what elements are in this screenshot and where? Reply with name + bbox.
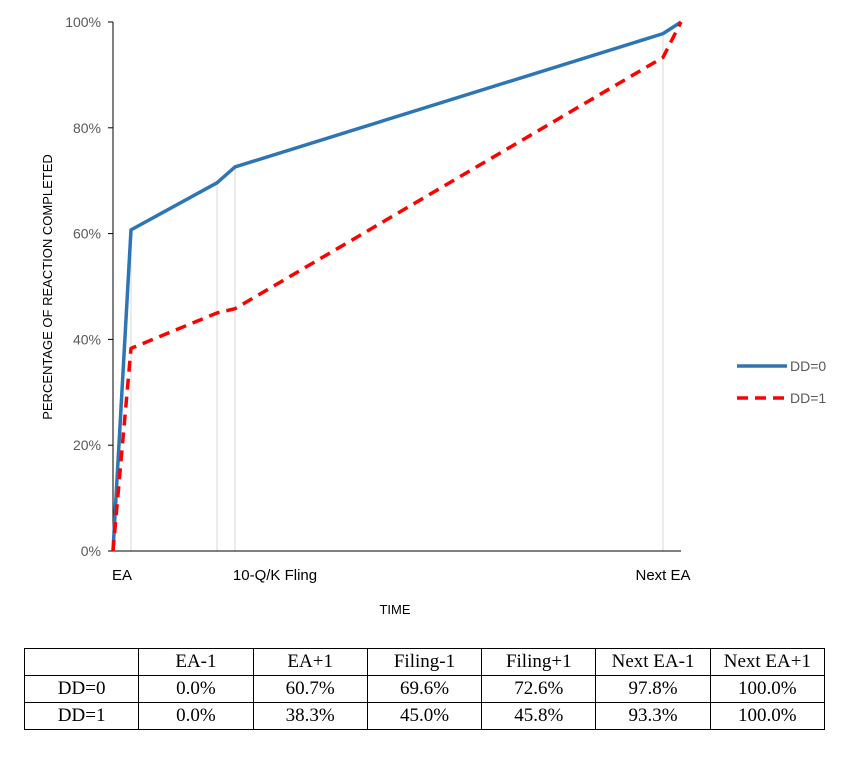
table-cell: 45.0%: [366, 702, 483, 730]
axes: [112, 22, 681, 552]
x-tick-label: EA: [112, 567, 132, 584]
series-lines: [111, 20, 683, 552]
y-tick-label: 20%: [73, 437, 101, 453]
legend-label: DD=1: [790, 390, 826, 406]
table-header-cell: Next EA+1: [709, 648, 826, 676]
y-tick-label: 0%: [81, 543, 101, 559]
x-tick-label: Next EA: [635, 567, 690, 584]
legend-label: DD=0: [790, 358, 826, 374]
y-axis-ticks: 0% 20% 40% 60% 80% 100%: [65, 14, 113, 559]
table-header-cell: Next EA-1: [595, 648, 711, 676]
x-axis-labels: EA 10-Q/K Fling Next EA: [112, 567, 691, 584]
series-line-dd-1: [111, 21, 683, 552]
table-cell: 100.0%: [709, 675, 826, 703]
table-cell: 97.8%: [595, 675, 711, 703]
table-cell: 45.8%: [481, 702, 597, 730]
table-row-label: DD=0: [23, 675, 140, 703]
table-header-cell: Filing-1: [366, 648, 483, 676]
y-tick-label: 60%: [73, 226, 101, 242]
table-cell: 93.3%: [595, 702, 711, 730]
event-guide-lines: [130, 33, 664, 551]
table-cell: 100.0%: [709, 702, 826, 730]
line-chart: 0% 20% 40% 60% 80% 100% EA 10-Q/K Fling Next EA…: [40, 14, 826, 617]
x-tick-label: 10-Q/K Fling: [233, 567, 317, 584]
y-tick-label: 80%: [73, 120, 101, 136]
legend: DD=0 DD=1: [737, 358, 826, 406]
table-row: DD=1 0.0% 38.3% 45.0% 45.8% 93.3% 100.0%: [23, 702, 826, 730]
table-header-cell: [23, 648, 140, 676]
table-cell: 72.6%: [481, 675, 597, 703]
table-header-row: EA-1 EA+1 Filing-1 Filing+1 Next EA-1 Ne…: [23, 648, 826, 676]
x-axis-title: TIME: [379, 602, 410, 617]
series-line-dd-0: [111, 20, 682, 552]
table-cell: 38.3%: [252, 702, 368, 730]
table-cell: 0.0%: [138, 702, 254, 730]
table-header-cell: Filing+1: [481, 648, 597, 676]
table-cell: 69.6%: [366, 675, 483, 703]
table-header-cell: EA+1: [252, 648, 368, 676]
table-cell: 60.7%: [252, 675, 368, 703]
y-tick-label: 40%: [73, 331, 101, 347]
table-header-cell: EA-1: [138, 648, 254, 676]
table-cell: 0.0%: [138, 675, 254, 703]
y-tick-label: 100%: [65, 14, 101, 30]
y-axis-title: PERCENTAGE OF REACTION COMPLETED: [40, 154, 55, 420]
data-table: EA-1 EA+1 Filing-1 Filing+1 Next EA-1 Ne…: [23, 648, 826, 730]
table-row: DD=0 0.0% 60.7% 69.6% 72.6% 97.8% 100.0%: [23, 675, 826, 703]
table-row-label: DD=1: [23, 702, 140, 730]
